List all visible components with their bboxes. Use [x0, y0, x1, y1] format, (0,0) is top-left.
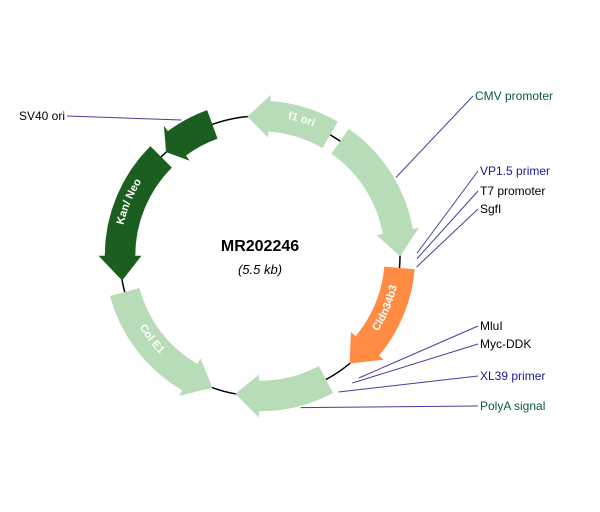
feature-cole1 — [110, 288, 212, 395]
callout-mlui: MluI — [480, 319, 503, 333]
callout-line-vp15 — [417, 171, 478, 253]
callout-line-polya_label — [301, 406, 478, 408]
feature-polya — [236, 366, 333, 417]
callout-line-sv40_label — [67, 116, 182, 120]
callout-vp15: VP1.5 primer — [480, 164, 550, 178]
callout-line-t7 — [417, 191, 478, 259]
callout-t7: T7 promoter — [480, 184, 545, 198]
callout-line-xl39 — [339, 376, 479, 392]
callout-line-sgfi — [417, 209, 478, 267]
callout-xl39: XL39 primer — [480, 369, 545, 383]
feature-kanneo — [99, 146, 172, 280]
callout-polya_label: PolyA signal — [480, 399, 545, 413]
feature-sv40 — [164, 110, 217, 160]
callout-sgfi: SgfI — [480, 202, 501, 216]
callout-sv40_label: SV40 ori — [19, 109, 65, 123]
feature-cmv — [332, 129, 419, 256]
callout-cmv_label: CMV promoter — [475, 89, 553, 103]
callout-line-cmv_label — [396, 96, 473, 178]
callout-mycddk: Myc-DDK — [480, 337, 531, 351]
plasmid-name: MR202246 — [221, 238, 299, 255]
plasmid-map: Cldn34b3Col E1Kan/ Neof1 oriCMV promoter… — [0, 0, 600, 512]
plasmid-size: (5.5 kb) — [238, 262, 282, 277]
